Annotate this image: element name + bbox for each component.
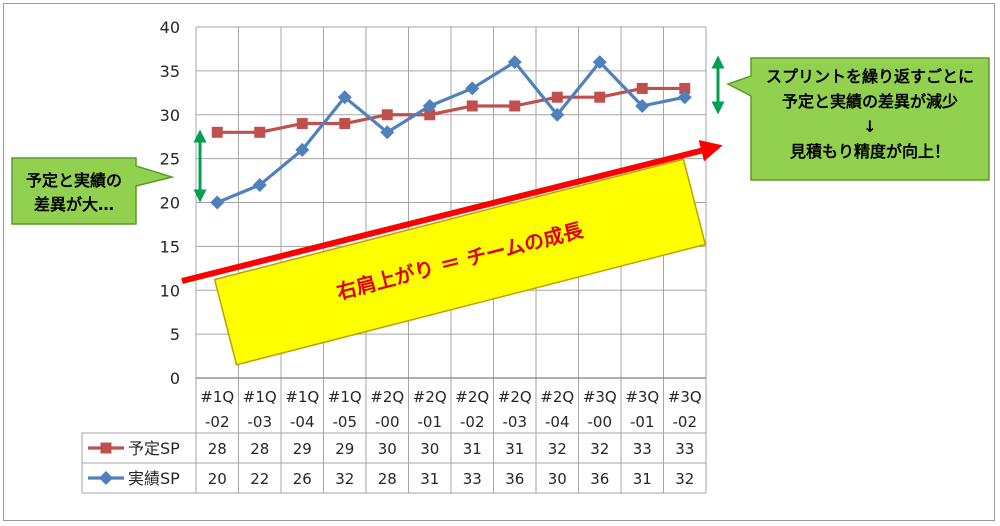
data-point — [677, 90, 692, 105]
series-line — [217, 86, 685, 134]
x-tick-label: #3Q — [583, 388, 617, 406]
table-value: 28 — [378, 470, 397, 488]
banner-box — [213, 158, 707, 366]
table-value: 30 — [378, 440, 397, 458]
data-point — [380, 125, 395, 140]
x-tick-label: #2Q — [413, 388, 447, 406]
x-tick-label: #3Q — [668, 388, 702, 406]
data-point — [551, 91, 563, 103]
y-tick-label: 25 — [160, 150, 180, 169]
data-point — [507, 55, 522, 70]
data-point — [254, 126, 266, 138]
x-tick-label: -03 — [248, 413, 273, 431]
x-tick-label: #2Q — [455, 388, 489, 406]
table-value: 32 — [548, 440, 567, 458]
table-value: 33 — [675, 440, 694, 458]
left-callout-text: 予定と実績の — [26, 171, 122, 190]
data-point — [635, 98, 650, 113]
table-value: 30 — [420, 440, 439, 458]
right-callout-text: スプリントを繰り返すごとに — [766, 67, 974, 86]
left-callout-box — [11, 157, 175, 225]
data-point — [679, 82, 691, 94]
x-tick-label: -00 — [375, 413, 400, 431]
data-point — [295, 142, 310, 157]
table-value: 32 — [590, 440, 609, 458]
table-value: 28 — [250, 440, 269, 458]
left-callout-text: 差異が大… — [34, 195, 114, 214]
data-point — [210, 195, 225, 210]
x-tick-label: #1Q — [328, 388, 362, 406]
x-tick-label: -05 — [333, 413, 358, 431]
x-tick-label: #1Q — [200, 388, 234, 406]
table-value: 31 — [420, 470, 439, 488]
series-line — [216, 60, 686, 204]
data-point — [509, 100, 521, 112]
x-tick-label: -04 — [545, 413, 570, 431]
data-point — [211, 126, 223, 138]
data-point — [465, 81, 480, 96]
legend-marker — [99, 471, 113, 485]
data-point — [592, 55, 607, 70]
x-tick-label: #2Q — [540, 388, 574, 406]
right-callout-text: 見積もり精度が向上！ — [789, 142, 950, 161]
x-tick-label: -02 — [460, 413, 485, 431]
table-value: 31 — [463, 440, 482, 458]
x-tick-label: -00 — [588, 413, 613, 431]
x-tick-label: -02 — [205, 413, 230, 431]
table-value: 36 — [590, 470, 609, 488]
y-tick-label: 10 — [160, 281, 180, 300]
table-value: 33 — [633, 440, 652, 458]
data-point — [594, 91, 606, 103]
data-point — [550, 107, 565, 122]
data-point — [466, 100, 478, 112]
table-value: 31 — [505, 440, 524, 458]
x-tick-label: -02 — [673, 413, 698, 431]
y-tick-label: 20 — [160, 194, 180, 213]
data-point — [339, 118, 351, 130]
table-value: 20 — [208, 470, 227, 488]
x-tick-label: #3Q — [625, 388, 659, 406]
legend-label: 予定SP — [128, 439, 180, 458]
data-point — [381, 109, 393, 121]
x-tick-label: -03 — [503, 413, 528, 431]
trend-arrow — [181, 140, 723, 284]
table-value: 31 — [633, 470, 652, 488]
x-tick-label: #2Q — [370, 388, 404, 406]
table-value: 32 — [675, 470, 694, 488]
y-tick-label: 35 — [160, 62, 180, 81]
data-point — [296, 118, 308, 130]
right-callout-text: 予定と実績の差異が減少 — [782, 92, 958, 111]
table-value: 33 — [463, 470, 482, 488]
y-tick-label: 40 — [160, 18, 180, 37]
table-value: 32 — [335, 470, 354, 488]
right-callout-box — [726, 57, 990, 181]
data-point — [252, 177, 267, 192]
data-point — [337, 90, 352, 105]
table-value: 30 — [548, 470, 567, 488]
y-tick-label: 30 — [160, 106, 180, 125]
y-tick-label: 5 — [170, 325, 180, 344]
data-point — [422, 98, 437, 113]
legend-label: 実績SP — [128, 469, 180, 488]
right-callout-text: ↓ — [863, 117, 876, 136]
data-point — [424, 109, 436, 121]
x-tick-label: -04 — [290, 413, 315, 431]
y-tick-label: 0 — [170, 369, 180, 388]
table-value: 28 — [208, 440, 227, 458]
table-value: 29 — [335, 440, 354, 458]
table-value: 29 — [293, 440, 312, 458]
legend-marker — [100, 442, 112, 454]
x-tick-label: -01 — [630, 413, 655, 431]
y-tick-label: 15 — [160, 237, 180, 256]
table-value: 26 — [293, 470, 312, 488]
x-tick-label: #2Q — [498, 388, 532, 406]
x-tick-label: #1Q — [243, 388, 277, 406]
x-tick-label: -01 — [418, 413, 443, 431]
table-value: 36 — [505, 470, 524, 488]
data-point — [636, 82, 648, 94]
x-tick-label: #1Q — [285, 388, 319, 406]
table-value: 22 — [250, 470, 269, 488]
